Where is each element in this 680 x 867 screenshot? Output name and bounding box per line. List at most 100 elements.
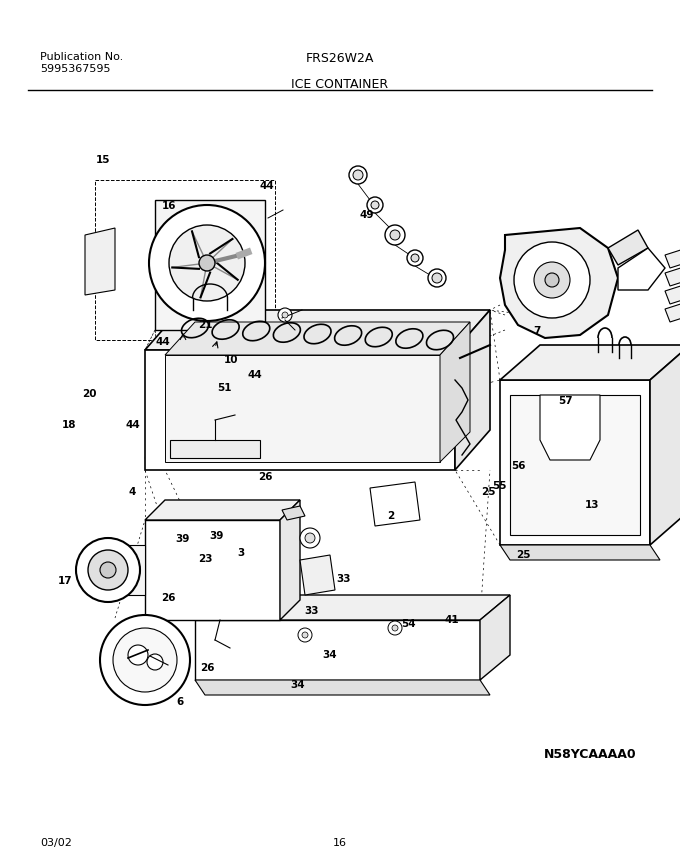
Circle shape: [392, 625, 398, 631]
Text: 33: 33: [304, 606, 319, 616]
Circle shape: [282, 312, 288, 318]
Polygon shape: [500, 545, 660, 560]
Text: 21: 21: [198, 320, 213, 330]
Polygon shape: [145, 310, 490, 350]
Polygon shape: [500, 228, 618, 338]
Text: 20: 20: [82, 389, 97, 400]
Circle shape: [298, 628, 312, 642]
Polygon shape: [282, 506, 305, 520]
Circle shape: [305, 533, 315, 543]
Text: 55: 55: [492, 480, 507, 491]
Circle shape: [88, 550, 128, 590]
Circle shape: [302, 632, 308, 638]
Circle shape: [367, 197, 383, 213]
Polygon shape: [665, 283, 680, 304]
Text: 5995367595: 5995367595: [40, 64, 110, 74]
Text: 34: 34: [290, 680, 305, 690]
Polygon shape: [195, 680, 490, 695]
Text: 16: 16: [333, 838, 347, 848]
Polygon shape: [145, 520, 280, 620]
Text: 39: 39: [209, 531, 224, 541]
Polygon shape: [170, 440, 260, 458]
Text: 13: 13: [584, 499, 599, 510]
Circle shape: [128, 645, 148, 665]
Text: 41: 41: [445, 615, 460, 625]
Circle shape: [411, 254, 419, 262]
Text: 17: 17: [58, 576, 73, 586]
Text: 2: 2: [388, 511, 394, 521]
Polygon shape: [500, 345, 680, 380]
Polygon shape: [300, 555, 335, 595]
Text: 49: 49: [360, 210, 375, 220]
Text: 16: 16: [161, 201, 176, 212]
Polygon shape: [510, 395, 640, 535]
Polygon shape: [440, 322, 470, 462]
Polygon shape: [145, 350, 455, 470]
Polygon shape: [195, 595, 510, 620]
Circle shape: [407, 250, 423, 266]
Polygon shape: [85, 228, 115, 295]
Circle shape: [100, 615, 190, 705]
Text: 26: 26: [258, 472, 273, 482]
Polygon shape: [165, 355, 440, 462]
Text: 54: 54: [401, 619, 415, 629]
Circle shape: [169, 225, 245, 301]
Circle shape: [371, 201, 379, 209]
Text: 25: 25: [481, 487, 496, 498]
Polygon shape: [665, 247, 680, 268]
Text: 18: 18: [62, 420, 77, 430]
Circle shape: [300, 528, 320, 548]
Text: 10: 10: [224, 355, 239, 365]
Text: 26: 26: [161, 593, 176, 603]
Circle shape: [428, 269, 446, 287]
Polygon shape: [618, 248, 665, 290]
Text: 4: 4: [129, 487, 136, 498]
Text: 57: 57: [558, 395, 573, 406]
Polygon shape: [370, 482, 420, 526]
Text: 44: 44: [259, 181, 274, 192]
Polygon shape: [455, 310, 490, 470]
Circle shape: [534, 262, 570, 298]
Circle shape: [432, 273, 442, 283]
Circle shape: [514, 242, 590, 318]
Text: 26: 26: [200, 662, 215, 673]
Text: 15: 15: [96, 155, 111, 166]
Text: Publication No.: Publication No.: [40, 52, 123, 62]
Circle shape: [385, 225, 405, 245]
Polygon shape: [540, 395, 600, 460]
Polygon shape: [195, 620, 480, 680]
Circle shape: [100, 562, 116, 578]
Text: 23: 23: [198, 554, 213, 564]
Polygon shape: [145, 500, 300, 520]
Text: 33: 33: [336, 574, 351, 584]
Polygon shape: [165, 322, 470, 355]
Circle shape: [390, 230, 400, 240]
Text: 03/02: 03/02: [40, 838, 72, 848]
Circle shape: [388, 621, 402, 635]
Polygon shape: [155, 200, 265, 330]
Text: FRS26W2A: FRS26W2A: [306, 52, 374, 65]
Text: 56: 56: [511, 461, 526, 472]
Circle shape: [113, 628, 177, 692]
Circle shape: [353, 170, 363, 180]
Circle shape: [149, 205, 265, 321]
Polygon shape: [108, 545, 145, 595]
Text: ICE CONTAINER: ICE CONTAINER: [292, 78, 388, 91]
Text: 44: 44: [156, 337, 171, 348]
Polygon shape: [650, 345, 680, 545]
Circle shape: [545, 273, 559, 287]
Text: N58YCAAAA0: N58YCAAAA0: [544, 748, 636, 761]
Text: 25: 25: [516, 550, 531, 560]
Text: 7: 7: [534, 326, 541, 336]
Text: 6: 6: [177, 697, 184, 707]
Circle shape: [147, 654, 163, 670]
Circle shape: [349, 166, 367, 184]
Text: 39: 39: [175, 534, 190, 544]
Circle shape: [199, 255, 215, 271]
Polygon shape: [608, 230, 648, 265]
Polygon shape: [665, 301, 680, 322]
Polygon shape: [280, 500, 300, 620]
Polygon shape: [500, 380, 650, 545]
Circle shape: [278, 308, 292, 322]
Polygon shape: [480, 595, 510, 680]
